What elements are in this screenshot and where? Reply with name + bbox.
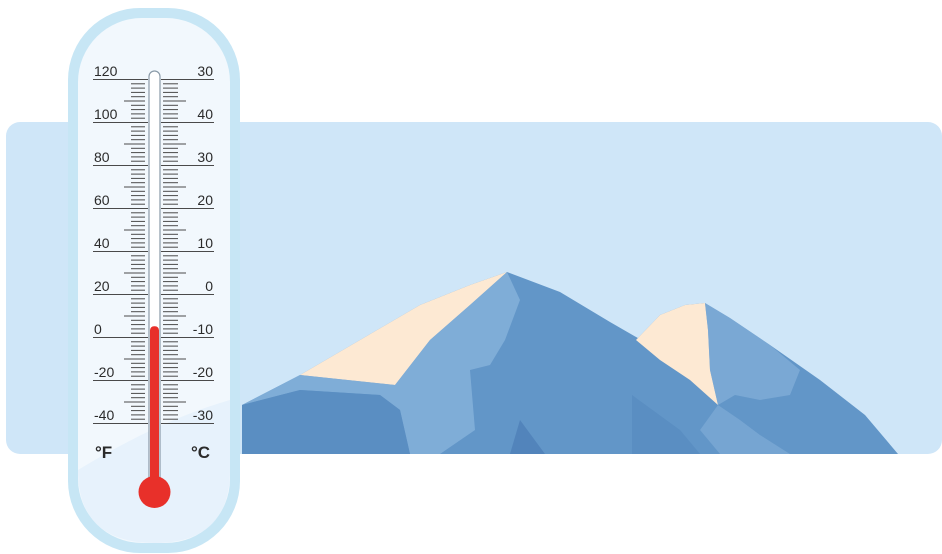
fahrenheit-unit: °F <box>95 443 113 462</box>
fahrenheit-label: 80 <box>94 149 110 165</box>
fahrenheit-label: -20 <box>94 364 115 380</box>
celsius-label: -20 <box>192 364 213 380</box>
right-mountain <box>632 303 898 454</box>
left-snowcap <box>300 272 507 385</box>
fahrenheit-label: -40 <box>94 407 115 423</box>
fahrenheit-label: 60 <box>94 192 110 208</box>
thermometer-bulb <box>138 476 171 508</box>
right-snowcap <box>636 303 718 405</box>
left-mountain <box>242 272 760 454</box>
fahrenheit-label: 40 <box>94 235 110 251</box>
celsius-label: 10 <box>197 235 213 251</box>
fahrenheit-ticks <box>93 79 148 424</box>
fahrenheit-label: 20 <box>94 278 110 294</box>
celsius-label: 20 <box>197 192 213 208</box>
celsius-label: 30 <box>197 149 213 165</box>
mercury-column <box>150 326 159 492</box>
celsius-ticks <box>161 79 214 424</box>
fahrenheit-label: 100 <box>94 106 118 122</box>
celsius-label: -30 <box>192 407 213 423</box>
fahrenheit-label: 0 <box>94 321 102 337</box>
fahrenheit-label: 120 <box>94 63 118 79</box>
celsius-label: -10 <box>192 321 213 337</box>
celsius-label: 0 <box>205 278 213 294</box>
celsius-unit: °C <box>191 443 211 462</box>
celsius-label: 30 <box>197 63 213 79</box>
celsius-label: 40 <box>197 106 213 122</box>
